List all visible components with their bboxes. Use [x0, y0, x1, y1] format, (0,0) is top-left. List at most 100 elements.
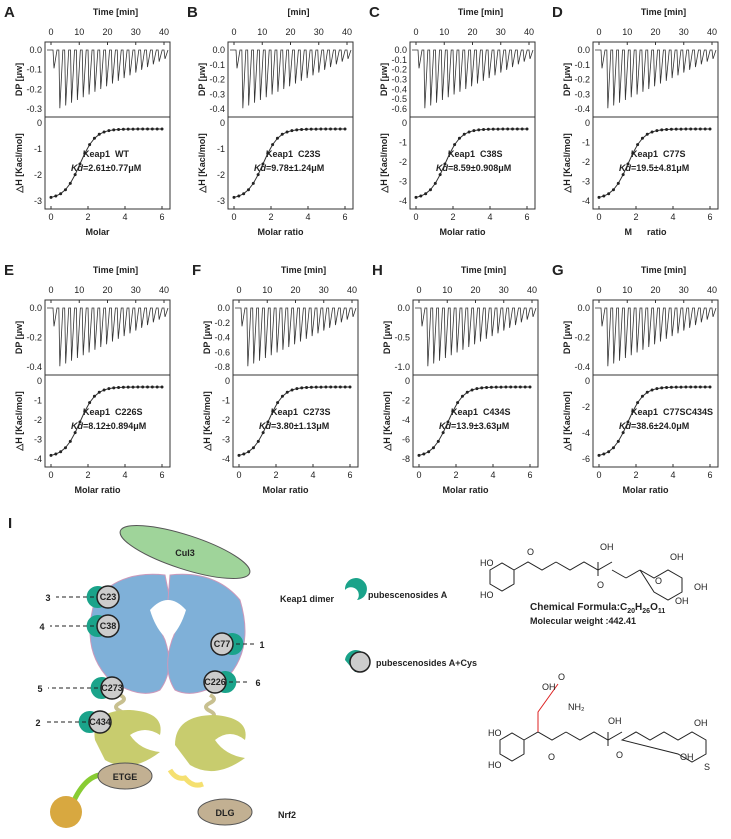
- isotherm-point: [102, 130, 106, 134]
- dh-tick-label: 0: [585, 376, 590, 386]
- x-tick-label: 0: [236, 470, 241, 480]
- isotherm-point: [247, 450, 251, 454]
- time-tick-label: 10: [439, 27, 449, 37]
- isotherm-point: [146, 385, 150, 389]
- site-number: 2: [35, 718, 40, 728]
- diagram: I Cul3 ETGE DLG Nrf2 Keap1 dimer C23 3 C38…: [8, 515, 710, 828]
- site-label: C434: [89, 717, 111, 727]
- isotherm-point: [698, 385, 702, 389]
- dp-tick-label: -0.4: [209, 104, 225, 114]
- dp-axis-label: DP [μw]: [562, 63, 572, 96]
- isotherm-point: [694, 127, 698, 131]
- isotherm-point: [640, 394, 644, 398]
- isotherm-point: [708, 385, 712, 389]
- kd-label: Kd=2.61±0.77μM: [71, 163, 141, 173]
- time-tick-label: 30: [131, 285, 141, 295]
- time-tick-label: 0: [48, 285, 53, 295]
- plot-frame: [232, 299, 359, 468]
- kd-symbol: Kd: [619, 421, 631, 431]
- axis-title: Time [min]: [281, 265, 326, 275]
- isotherm-point: [665, 127, 669, 131]
- isotherm-point: [141, 385, 145, 389]
- atom: O: [527, 547, 534, 557]
- panel-letter: E: [4, 262, 14, 279]
- legend-b: pubescenosides A+Cys: [376, 658, 477, 668]
- isotherm-point: [280, 132, 284, 136]
- isotherm-point: [338, 385, 342, 389]
- isotherm-point: [448, 151, 452, 155]
- isotherm-point: [607, 450, 611, 454]
- isotherm-point: [428, 188, 432, 192]
- kd-value: =2.61±0.77μM: [83, 163, 141, 173]
- isotherm-point: [684, 127, 688, 131]
- isotherm-point: [518, 385, 522, 389]
- dh-tick-label: -4: [399, 196, 407, 206]
- x-tick-label: 4: [490, 470, 495, 480]
- isotherm-point: [146, 127, 150, 131]
- dh-tick-label: -1: [34, 144, 42, 154]
- time-tick-label: 10: [262, 285, 272, 295]
- isotherm-point: [314, 385, 318, 389]
- x-tick-label: 4: [310, 470, 315, 480]
- atom: OH: [680, 752, 694, 762]
- isotherm-point: [59, 192, 63, 196]
- time-tick-label: 20: [650, 285, 660, 295]
- isotherm-point: [462, 132, 466, 136]
- isotherm-point: [616, 181, 620, 185]
- dh-axis-label: △H [Kacl/mol]: [197, 133, 207, 193]
- dh-tick-label: -4: [222, 454, 230, 464]
- dp-tick-label: -0.1: [26, 65, 42, 75]
- x-tick-label: 2: [85, 470, 90, 480]
- dh-axis-label: △H [Kacl/mol]: [382, 391, 392, 451]
- axis-title: Time [min]: [641, 7, 686, 17]
- dp-axis-label: DP [μw]: [202, 321, 212, 354]
- axis-title: [min]: [288, 7, 310, 17]
- isotherm-point: [251, 181, 255, 185]
- isotherm-point: [285, 130, 289, 134]
- site-marker: [96, 614, 120, 638]
- dp-tick-label: -0.1: [209, 60, 225, 70]
- isotherm-point: [486, 127, 490, 131]
- protein-label: Keap1 C77S: [631, 149, 686, 159]
- isotherm-point: [611, 188, 615, 192]
- isotherm-point: [305, 385, 309, 389]
- isotherm-point: [290, 388, 294, 392]
- isotherm-point: [49, 195, 53, 199]
- protein-label: Keap1 C273S: [271, 407, 331, 417]
- isotherm-point: [343, 127, 347, 131]
- isotherm-point: [112, 128, 116, 132]
- time-tick-label: 30: [679, 27, 689, 37]
- protein-label: Keap1 C226S: [83, 407, 143, 417]
- panel-letter: C: [369, 4, 380, 21]
- kd-value: =9.78±1.24μM: [266, 163, 324, 173]
- x-tick-label: 4: [670, 470, 675, 480]
- panel-letter: B: [187, 4, 198, 21]
- isotherm-point: [494, 385, 498, 389]
- site-marker: [100, 676, 124, 700]
- isotherm-point: [650, 130, 654, 134]
- dh-tick-label: -8: [402, 454, 410, 464]
- structure-a: [489, 561, 683, 601]
- site-marker: [210, 632, 234, 656]
- kd-symbol: Kd: [259, 421, 271, 431]
- isotherm-point: [304, 127, 308, 131]
- time-tick-label: 30: [319, 285, 329, 295]
- isotherm-point: [621, 431, 625, 435]
- isotherm-point: [431, 446, 435, 450]
- isotherm-point: [607, 192, 611, 196]
- isotherm-point: [523, 385, 527, 389]
- site-number: 4: [39, 622, 44, 632]
- isotherm-point: [626, 420, 630, 424]
- site-marker: [88, 710, 112, 734]
- isotherm-point: [597, 453, 601, 457]
- isotherm-point: [509, 385, 513, 389]
- dh-tick-label: -4: [402, 415, 410, 425]
- isotherm-point: [285, 390, 289, 394]
- x-tick-label: 4: [670, 212, 675, 222]
- time-tick-label: 20: [467, 27, 477, 37]
- kd-label: Kd=8.59±0.908μM: [436, 163, 511, 173]
- isotherm-point: [443, 162, 447, 166]
- isotherm-point: [73, 431, 77, 435]
- nrf2-end: [50, 796, 82, 828]
- isotherm-point: [92, 394, 96, 398]
